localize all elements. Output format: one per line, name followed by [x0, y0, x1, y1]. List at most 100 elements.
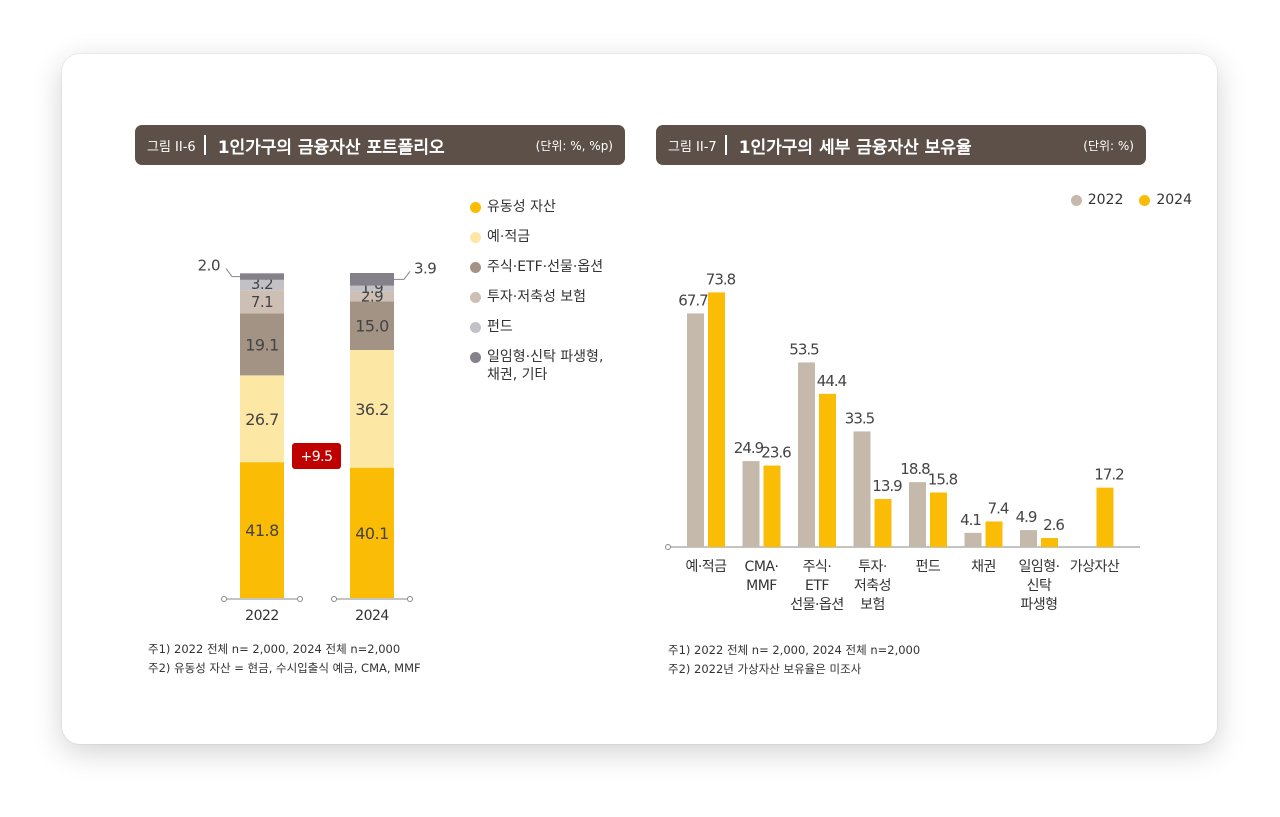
bar-value-label: 53.5: [789, 340, 819, 358]
bar-2024: [1041, 538, 1058, 547]
stack-segment-1: [240, 462, 284, 598]
stack-segment-6: [350, 273, 394, 286]
left-chart-notes: 주1) 2022 전체 n= 2,000, 2024 전체 n=2,000 주2…: [148, 640, 421, 678]
legend-swatch: [470, 322, 481, 333]
bar-value-label: 73.8: [706, 270, 736, 288]
bar-2022: [1020, 530, 1037, 547]
stack-segment-4: [240, 290, 284, 314]
bar-value-label: 15.8: [928, 470, 958, 488]
legend-label: 투자·저축성 보험: [487, 289, 587, 305]
segment-value-label: 2.0: [198, 257, 220, 275]
stack-segment-5: [350, 285, 394, 292]
x-axis-tick-label: 2024: [355, 608, 389, 624]
legend-label: 일임형·신탁 파생형, 채권, 기타: [487, 349, 604, 383]
legend-item: 주식·ETF·선물·옵션: [470, 258, 603, 288]
left-figure-label: 그림 II-6: [147, 139, 196, 155]
legend-item: 2022: [1070, 192, 1124, 208]
legend-item: 예·적금: [470, 228, 603, 258]
baseline-end: [407, 596, 413, 602]
x-axis-category-label: 일임형·: [1018, 559, 1059, 575]
legend-swatch: [470, 352, 481, 363]
segment-value-label: 19.1: [245, 335, 279, 354]
segment-value-label: 7.1: [251, 293, 273, 311]
segment-value-label: 40.1: [355, 524, 389, 543]
baseline-end: [221, 596, 227, 602]
stack-segment-5: [240, 279, 284, 291]
segment-value-label: 3.9: [414, 259, 436, 277]
x-axis-category-label: 선물·옵션: [790, 597, 843, 613]
right-figure-label: 그림 II-7: [668, 139, 717, 155]
x-axis-category-label: CMA·: [745, 559, 779, 575]
legend-label: 2022: [1087, 192, 1124, 208]
stack-segment-2: [240, 375, 284, 463]
legend-label: 유동성 자산: [487, 199, 556, 215]
callout-line: [394, 271, 411, 280]
stack-segment-3: [240, 313, 284, 376]
bar-2024: [819, 393, 836, 547]
legend-item: 유동성 자산: [470, 198, 603, 228]
note-line: 주2) 2022년 가상자산 보유율은 미조사: [668, 662, 862, 676]
axis-origin: [665, 544, 671, 550]
legend-swatch: [1070, 194, 1082, 206]
segment-value-label: 41.8: [245, 521, 279, 540]
stack-segment-4: [350, 291, 394, 302]
segment-value-label: 36.2: [355, 400, 389, 419]
header-divider: [203, 135, 206, 155]
stack-segment-2: [350, 350, 394, 468]
left-chart-header: 그림 II-6 1인가구의 금융자산 포트폴리오 (단위: %, %p): [135, 125, 625, 165]
bar-2024: [1096, 487, 1114, 547]
segment-value-label: 26.7: [245, 410, 279, 429]
x-axis-category-label: 저축성: [854, 578, 891, 594]
note-line: 주2) 유동성 자산 = 현금, 수시입출식 예금, CMA, MMF: [148, 661, 421, 675]
x-axis-category-label: MMF: [746, 578, 777, 594]
bar-value-label: 4.1: [960, 511, 981, 529]
baseline-end: [297, 596, 303, 602]
legend-label: 예·적금: [487, 229, 531, 245]
legend-swatch: [470, 232, 481, 243]
legend-label: 주식·ETF·선물·옵션: [487, 259, 604, 275]
right-chart-unit: (단위: %): [1083, 138, 1134, 153]
bar-2024: [763, 465, 781, 547]
bar-value-label: 24.9: [734, 439, 764, 457]
bar-2022: [964, 532, 982, 547]
legend-swatch: [470, 202, 481, 213]
bar-2022: [798, 362, 815, 547]
bar-value-label: 33.5: [845, 409, 875, 427]
bar-value-label: 67.7: [678, 291, 708, 309]
callout-line: [225, 268, 240, 278]
x-axis-category-label: 가상자산: [1070, 559, 1120, 575]
segment-value-label: 15.0: [355, 317, 389, 336]
x-axis-category-label: 예·적금: [685, 559, 727, 575]
bar-value-label: 17.2: [1094, 466, 1124, 484]
legend-item: 일임형·신탁 파생형, 채권, 기타: [470, 348, 603, 383]
bar-2024: [708, 292, 725, 547]
change-badge-label: +9.5: [301, 449, 333, 465]
bar-2022: [687, 313, 704, 547]
bar-2024: [985, 521, 1003, 547]
bar-2022: [742, 461, 760, 547]
x-axis-category-label: 투자·: [858, 559, 887, 575]
stack-segment-1: [350, 467, 394, 598]
legend-item: 투자·저축성 보험: [470, 288, 603, 318]
segment-value-label: 2.9: [361, 288, 383, 306]
x-axis-category-label: 펀드: [916, 559, 941, 575]
legend-swatch: [470, 292, 481, 303]
bar-2024: [930, 492, 947, 547]
right-chart-header: 그림 II-7 1인가구의 세부 금융자산 보유율 (단위: %): [656, 125, 1146, 165]
baseline-end: [331, 596, 337, 602]
legend-item: 펀드: [470, 318, 603, 348]
stack-segment-6: [240, 273, 284, 280]
bar-value-label: 18.8: [900, 460, 930, 478]
x-axis-category-label: 신탁: [1027, 578, 1052, 594]
legend-label: 펀드: [487, 319, 513, 335]
legend-swatch: [470, 262, 481, 273]
bar-value-label: 4.9: [1016, 508, 1037, 526]
bar-2022: [909, 482, 926, 547]
bar-2024: [874, 499, 892, 547]
legend-item: 2024: [1139, 192, 1192, 208]
note-line: 주1) 2022 전체 n= 2,000, 2024 전체 n=2,000: [148, 642, 401, 656]
x-axis-category-label: 파생형: [1020, 597, 1057, 613]
bar-value-label: 23.6: [761, 444, 791, 462]
